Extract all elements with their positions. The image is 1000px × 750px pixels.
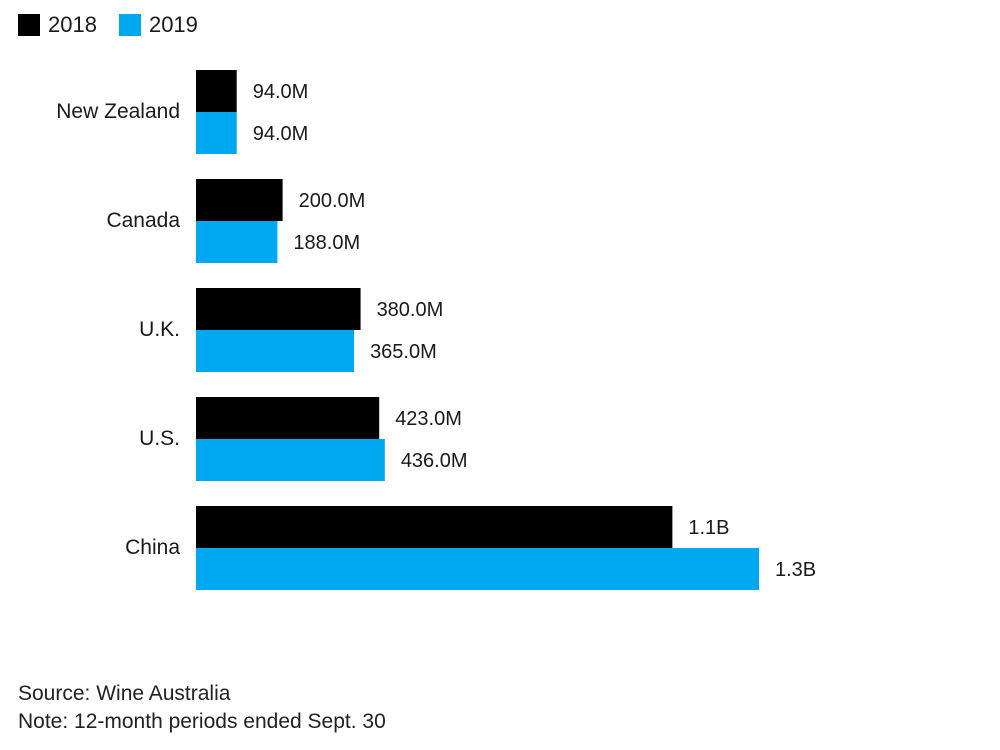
data-label-canada-2019: 188.0M [293,232,360,254]
data-label-new-zealand-2018: 94.0M [253,81,309,103]
data-label-china-2018: 1.1B [688,517,729,539]
data-label-u-k-2019: 365.0M [370,341,437,363]
legend-label-2019: 2019 [148,12,198,37]
category-label-canada: Canada [106,209,180,232]
data-label-u-k-2018: 380.0M [377,299,444,321]
bar-u-k-2018 [196,288,361,330]
bar-u-k-2019 [196,330,355,372]
bar-china-2018 [196,506,673,548]
category-label-u-k: U.K. [139,318,180,341]
legend-label-2018: 2018 [48,12,97,37]
data-label-china-2019: 1.3B [775,559,816,581]
source-note: Source: Wine Australia [18,682,231,705]
bar-new-zealand-2019 [196,112,237,154]
category-label-china: China [125,536,180,559]
period-note: Note: 12-month periods ended Sept. 30 [18,710,386,733]
data-label-u-s-2019: 436.0M [401,450,468,472]
legend-item-2019: 2019 [118,12,198,38]
legend-swatch-2018 [18,14,40,36]
bar-u-s-2018 [196,397,380,439]
category-label-new-zealand: New Zealand [56,100,180,123]
bar-chart: New Zealand 94.0M 94.0M Canada 200.0M 188.0M U… [56,70,816,590]
data-label-new-zealand-2019: 94.0M [253,123,309,145]
legend-item-2018: 2018 [18,12,97,38]
bar-u-s-2019 [196,439,385,481]
data-label-canada-2018: 200.0M [299,190,366,212]
bar-canada-2019 [196,221,278,263]
bar-new-zealand-2018 [196,70,237,112]
bar-china-2019 [196,548,759,590]
bar-canada-2018 [196,179,283,221]
legend-swatch-2019 [118,14,141,36]
data-label-u-s-2018: 423.0M [395,408,462,430]
chart-footer: Source: Wine Australia Note: 12-month pe… [18,680,386,736]
category-label-u-s: U.S. [139,427,180,450]
chart-legend: 2018 2019 [18,12,198,38]
